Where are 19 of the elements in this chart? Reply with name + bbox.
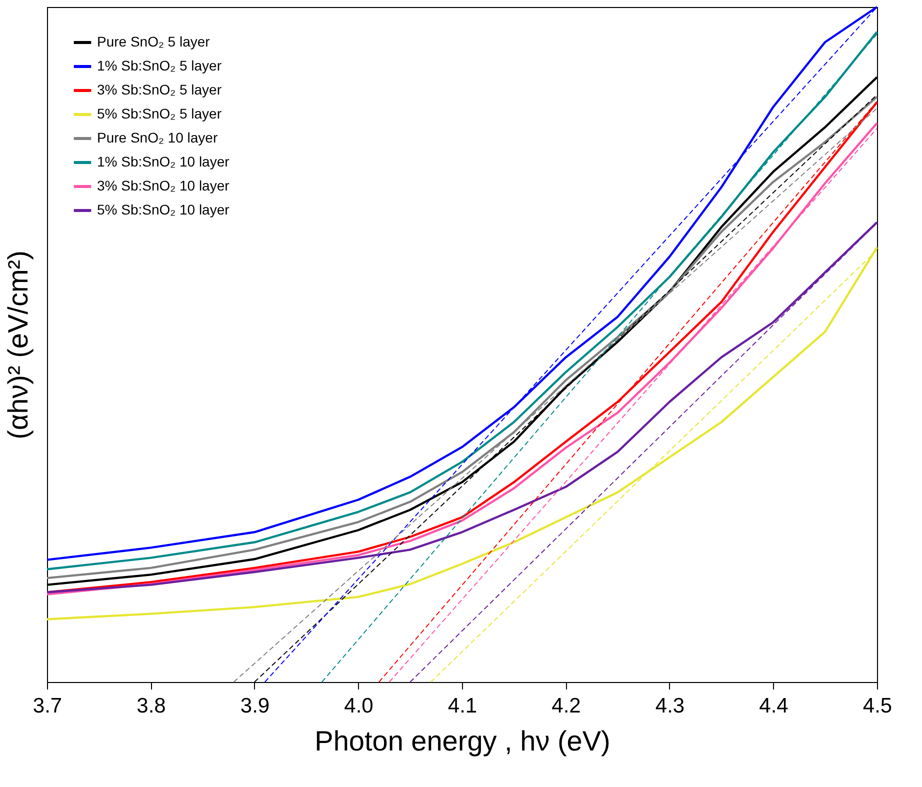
legend-label: 5% Sb:SnO₂ 5 layer [97,106,222,122]
legend-label: 3% Sb:SnO₂ 10 layer [97,178,230,194]
x-tick-label: 4.1 [448,694,478,718]
legend-label: 1% Sb:SnO₂ 10 layer [97,154,230,170]
x-tick-label: 3.8 [136,694,166,718]
legend-label: 3% Sb:SnO₂ 5 layer [97,82,222,98]
legend-label: Pure SnO₂ 10 layer [97,130,218,146]
x-tick-label: 4.5 [862,694,892,718]
x-tick-label: 4.4 [759,694,789,718]
x-tick-label: 4.2 [552,694,581,718]
legend-label: 5% Sb:SnO₂ 10 layer [97,202,230,218]
x-tick-label: 4.0 [344,694,374,718]
legend-label: Pure SnO₂ 5 layer [97,34,210,50]
y-axis-title: (αhν)² (eV/cm²) [2,250,34,440]
x-tick-label: 3.7 [32,694,62,718]
legend-label: 1% Sb:SnO₂ 5 layer [97,58,222,74]
x-axis-title: Photon energy , hν (eV) [314,726,610,756]
x-tick-label: 4.3 [655,694,685,718]
x-tick-label: 3.9 [240,694,270,718]
